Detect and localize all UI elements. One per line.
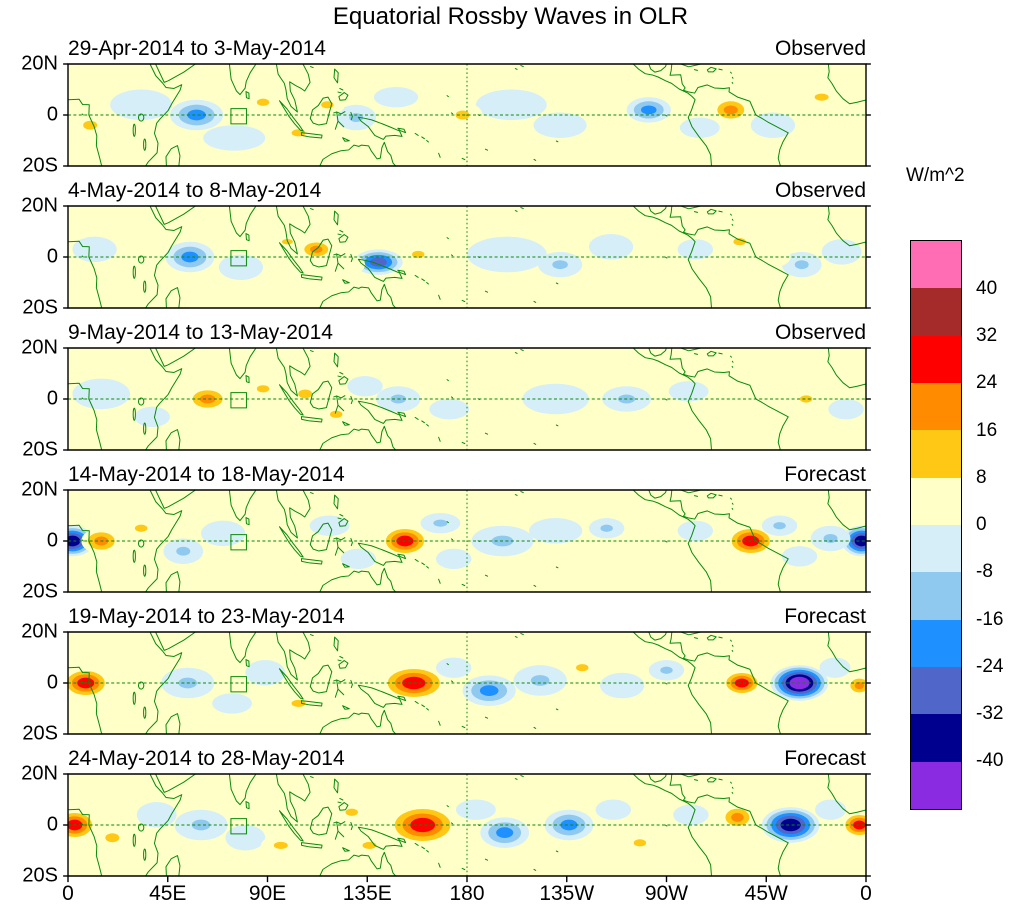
panel-status-label: Forecast: [784, 605, 866, 628]
x-axis-label: 135W: [539, 882, 595, 905]
colorbar-tick-label: -8: [976, 561, 993, 583]
panel-status-label: Forecast: [784, 463, 866, 486]
colorbar-cell: [911, 761, 961, 809]
x-axis-label: 45W: [744, 882, 788, 905]
colorbar-tick-label: 0: [976, 514, 987, 535]
map-panel-4: [68, 490, 866, 592]
x-axis-label: 45E: [149, 882, 187, 905]
colorbar-unit-label: W/m^2: [906, 165, 965, 186]
y-axis-label: 20S: [22, 438, 58, 461]
panel-header: 14-May-2014 to 18-May-2014 Forecast: [68, 463, 866, 486]
colorbar-cell: [911, 477, 961, 525]
x-axis-label: 180: [449, 882, 485, 905]
colorbar-cell: [911, 335, 961, 383]
y-axis-label: 20N: [21, 194, 58, 217]
colorbar-cell: [911, 714, 961, 762]
figure-title: Equatorial Rossby Waves in OLR: [332, 3, 689, 30]
colorbar-cell: [911, 288, 961, 336]
colorbar-tick-label: 24: [976, 372, 998, 394]
y-axis-label: 20N: [21, 478, 58, 501]
y-axis-label: 20S: [22, 154, 58, 177]
colorbar: [910, 240, 962, 810]
x-axis-label: 90W: [644, 882, 689, 905]
y-axis-label: 0: [46, 813, 58, 836]
map-panel-3: [68, 348, 866, 450]
map-panel-2: [68, 206, 866, 308]
x-axis-label: 135E: [342, 882, 392, 905]
colorbar-cell: [911, 382, 961, 431]
panel-status-label: Forecast: [784, 747, 866, 770]
panel-date-range: 9-May-2014 to 13-May-2014: [68, 321, 333, 344]
colorbar-tick-label: 8: [976, 466, 987, 488]
panel-header: 9-May-2014 to 13-May-2014 Observed: [68, 321, 866, 344]
panel-status-label: Observed: [774, 37, 866, 60]
colorbar-tick-label: -40: [976, 750, 1004, 772]
x-axis-label: 0: [860, 882, 872, 905]
y-axis-label: 20S: [22, 580, 58, 603]
colorbar-cell: [911, 524, 961, 573]
colorbar-tick-label: -16: [976, 608, 1004, 630]
y-axis-label: 20S: [22, 864, 58, 887]
panel-date-range: 14-May-2014 to 18-May-2014: [68, 463, 345, 486]
panel-date-range: 24-May-2014 to 28-May-2014: [68, 747, 345, 770]
y-axis-label: 0: [46, 103, 58, 126]
y-axis-label: 20S: [22, 296, 58, 319]
map-panel-5: [68, 632, 866, 734]
colorbar-cell: [911, 666, 961, 715]
colorbar-tick-label: 40: [976, 277, 998, 299]
panel-header: 19-May-2014 to 23-May-2014 Forecast: [68, 605, 866, 628]
y-axis-label: 20N: [21, 52, 58, 75]
y-axis-label: 20S: [22, 722, 58, 745]
colorbar-tick-label: -32: [976, 703, 1004, 724]
y-axis-label: 0: [46, 671, 58, 694]
panel-header: 24-May-2014 to 28-May-2014 Forecast: [68, 747, 866, 770]
map-panel-6: [68, 774, 866, 876]
panel-header: 4-May-2014 to 8-May-2014 Observed: [68, 179, 866, 202]
x-axis-label: 0: [62, 882, 74, 905]
colorbar-cell: [911, 619, 961, 667]
x-axis-label: 90E: [248, 882, 287, 905]
panel-date-range: 29-Apr-2014 to 3-May-2014: [68, 37, 326, 60]
colorbar-tick-label: -24: [976, 655, 1004, 677]
y-axis-label: 20N: [21, 762, 58, 785]
y-axis-label: 0: [46, 387, 58, 410]
y-axis-label: 0: [46, 529, 58, 552]
colorbar-cell: [911, 241, 961, 289]
y-axis-label: 20N: [21, 620, 58, 643]
colorbar-tick-label: 16: [976, 419, 998, 441]
colorbar-cell: [911, 430, 961, 478]
y-axis-label: 0: [46, 245, 58, 268]
colorbar-tick-label: 32: [976, 325, 998, 346]
panel-header: 29-Apr-2014 to 3-May-2014 Observed: [68, 37, 866, 60]
panel-date-range: 19-May-2014 to 23-May-2014: [68, 605, 345, 628]
panel-status-label: Observed: [774, 321, 866, 344]
y-axis-label: 20N: [21, 336, 58, 359]
panel-status-label: Observed: [774, 179, 866, 202]
colorbar-cell: [911, 572, 961, 620]
panel-date-range: 4-May-2014 to 8-May-2014: [68, 179, 322, 202]
map-panel-1: [68, 64, 866, 166]
